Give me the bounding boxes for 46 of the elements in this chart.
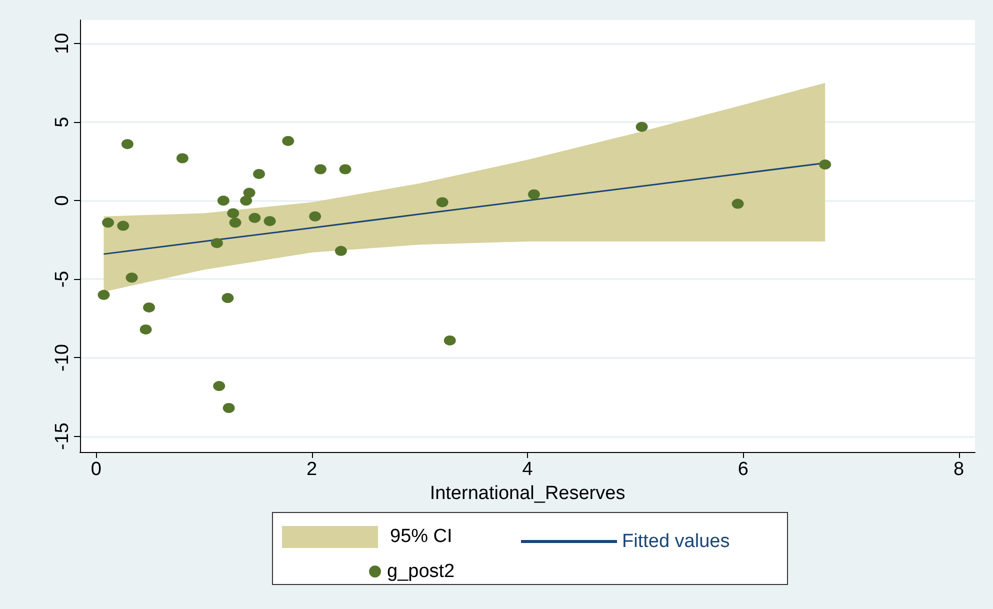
y-tick-label: -10 <box>52 344 73 372</box>
point <box>102 218 114 228</box>
point <box>140 324 152 334</box>
point <box>213 381 226 392</box>
point <box>222 403 235 414</box>
point <box>334 246 347 256</box>
x-tick-label: 4 <box>522 459 534 480</box>
text: 95% CI <box>390 526 452 548</box>
point <box>528 189 540 200</box>
point <box>176 153 188 164</box>
point <box>222 293 234 304</box>
point <box>243 188 256 198</box>
point <box>98 290 110 300</box>
point <box>143 302 156 312</box>
y-tick-label: -15 <box>52 422 73 450</box>
y-tick-label: 0 <box>52 195 73 206</box>
point <box>253 168 265 179</box>
point <box>248 212 261 223</box>
y-tick-label: 10 <box>52 32 73 54</box>
point <box>264 216 276 226</box>
point <box>339 164 352 174</box>
x-tick-label: 6 <box>738 459 748 480</box>
point <box>732 198 744 209</box>
y-tick-label: -5 <box>52 270 73 288</box>
point <box>314 164 326 174</box>
point <box>309 211 322 222</box>
point <box>126 272 138 283</box>
point <box>444 335 456 346</box>
point <box>227 208 240 218</box>
point <box>121 139 134 150</box>
text: Fitted values <box>622 531 730 552</box>
x-tick-label: 8 <box>954 459 964 480</box>
point <box>282 136 294 146</box>
y-tick-label: 5 <box>52 116 73 128</box>
point <box>217 196 230 206</box>
x-tick-label: 2 <box>306 459 318 480</box>
legend-label: g_post2 <box>387 561 455 582</box>
point <box>210 238 223 248</box>
x-axis-title: International_Reserves <box>430 482 626 504</box>
point <box>229 218 242 228</box>
x-tick-label: 0 <box>90 459 102 480</box>
point <box>117 220 130 231</box>
point <box>436 197 448 208</box>
point <box>819 160 832 170</box>
point <box>636 122 648 132</box>
point <box>240 196 252 206</box>
